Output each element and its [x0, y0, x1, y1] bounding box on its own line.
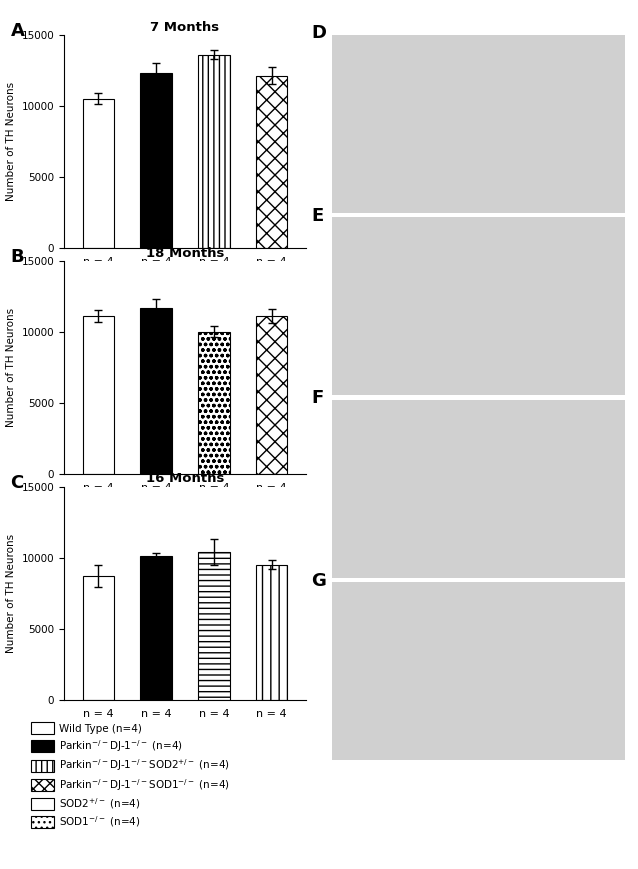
Text: C: C — [10, 474, 24, 492]
Bar — [82, 316, 114, 474]
Y-axis label: Number of TH Neurons: Number of TH Neurons — [6, 82, 16, 201]
Bar — [256, 565, 288, 700]
Y-axis label: Number of TH Neurons: Number of TH Neurons — [6, 308, 16, 427]
Bar — [198, 552, 230, 700]
Bar — [140, 73, 172, 248]
Bar — [198, 55, 230, 248]
Text: D: D — [311, 24, 326, 42]
Title: 16 Months: 16 Months — [146, 473, 224, 486]
Text: B: B — [10, 248, 24, 266]
Bar — [82, 98, 114, 248]
Text: A: A — [10, 22, 24, 40]
Text: E: E — [311, 207, 323, 224]
Text: F: F — [311, 389, 323, 407]
Legend: Wild Type (n=4), Parkin$^{-/-}$DJ-1$^{-/-}$ (n=4), Parkin$^{-/-}$DJ-1$^{-/-}$SOD: Wild Type (n=4), Parkin$^{-/-}$DJ-1$^{-/… — [31, 722, 230, 829]
Bar — [256, 316, 288, 474]
Bar — [198, 332, 230, 474]
Y-axis label: Number of TH Neurons: Number of TH Neurons — [6, 534, 16, 653]
Bar — [256, 76, 288, 248]
Text: G: G — [311, 572, 326, 589]
Title: 7 Months: 7 Months — [151, 21, 219, 34]
Bar — [140, 308, 172, 474]
Bar — [82, 576, 114, 700]
Bar — [140, 556, 172, 700]
Title: 18 Months: 18 Months — [146, 247, 224, 260]
